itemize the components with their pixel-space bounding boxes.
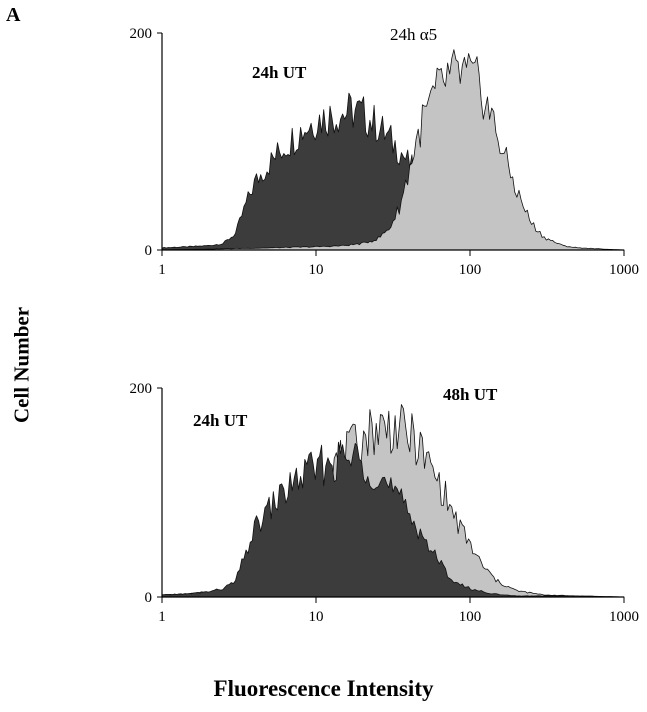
series-label: 24h α5 [390, 25, 437, 44]
x-tick-label: 10 [309, 609, 324, 625]
series-area-24h-α5 [161, 49, 625, 251]
x-tick-label: 1 [158, 262, 166, 278]
x-tick-label: 1000 [609, 262, 639, 278]
y-tick-label: 0 [145, 243, 153, 259]
x-tick-label: 100 [459, 609, 482, 625]
series-area-24h-ut [161, 441, 625, 598]
y-tick-label: 200 [130, 26, 153, 42]
x-tick-label: 10 [309, 262, 324, 278]
histogram-panel-top: 1 10 100 1000 0 200 24h UT 24h α5 [130, 25, 640, 278]
x-tick-label: 1 [158, 609, 166, 625]
histogram-panel-bottom: 1 10 100 1000 0 200 24h UT 48h UT [130, 381, 640, 625]
panel-label: A [6, 4, 21, 26]
x-tick-label: 1000 [609, 609, 639, 625]
x-tick-label: 100 [459, 262, 482, 278]
y-tick-label: 0 [145, 590, 153, 606]
series-label: 48h UT [443, 385, 498, 404]
x-axis-label: Fluorescence Intensity [213, 676, 434, 701]
y-tick-label: 200 [130, 381, 153, 397]
series-label: 24h UT [193, 411, 248, 430]
series-label: 24h UT [252, 63, 307, 82]
